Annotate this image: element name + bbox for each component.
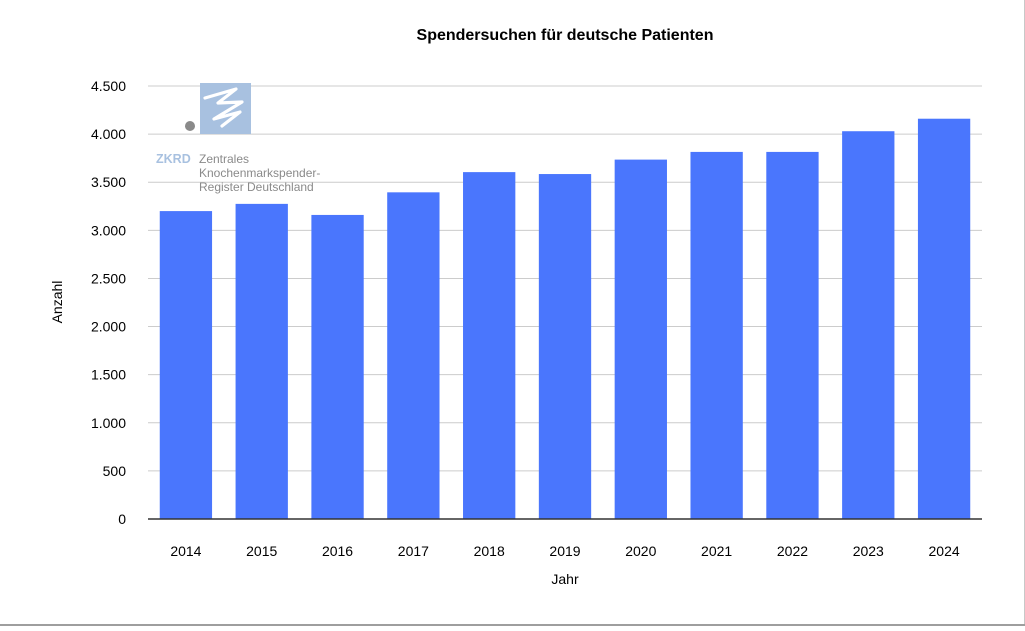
bar — [690, 151, 743, 519]
x-tick-label: 2021 — [701, 543, 732, 559]
y-tick-labels: 0 500 1.000 1.500 2.000 2.500 3.000 3.500 4.000 4… — [91, 78, 126, 527]
logo-line-2: Knochenmarkspender- — [199, 166, 320, 180]
y-tick-label: 1.500 — [91, 367, 126, 383]
bar — [159, 211, 213, 520]
x-tick-label: 2018 — [474, 543, 505, 559]
bar — [538, 174, 592, 519]
y-tick-label: 3.000 — [91, 222, 126, 238]
x-axis-label: Jahr — [551, 571, 579, 587]
x-tick-label: 2022 — [777, 543, 808, 559]
bar — [235, 203, 288, 519]
logo-swirl-icon — [203, 87, 244, 128]
logo-dot-icon — [185, 121, 195, 131]
logo-abbr: ZKRD — [156, 152, 191, 166]
chart-title: Spendersuchen für deutsche Patienten — [417, 27, 714, 44]
bar — [917, 118, 971, 520]
y-tick-label: 3.500 — [91, 174, 126, 190]
x-tick-label: 2020 — [625, 543, 656, 559]
bar — [614, 159, 667, 520]
logo-line-1: Zentrales — [199, 152, 249, 166]
bars — [159, 118, 971, 520]
y-tick-label: 0 — [118, 511, 126, 527]
y-tick-label: 4.500 — [91, 78, 126, 94]
logo-line-3: Register Deutschland — [199, 180, 314, 194]
y-tick-label: 500 — [103, 463, 127, 479]
x-tick-label: 2024 — [929, 543, 960, 559]
frame-bottom-edge — [0, 624, 1025, 626]
y-tick-label: 1.000 — [91, 415, 126, 431]
x-tick-label: 2017 — [398, 543, 429, 559]
bar — [766, 151, 819, 519]
x-tick-labels: 2014 2015 2016 2017 2018 2019 2020 2021 2022 2023… — [170, 543, 960, 559]
x-tick-label: 2019 — [549, 543, 580, 559]
zkrd-logo: ZKRD Zentrales Knochenmarkspender- Regis… — [156, 83, 320, 194]
x-tick-label: 2014 — [170, 543, 201, 559]
x-tick-label: 2015 — [246, 543, 277, 559]
bar — [842, 131, 895, 520]
bar — [311, 214, 364, 519]
x-tick-label: 2023 — [853, 543, 884, 559]
y-axis-label: Anzahl — [49, 281, 65, 324]
y-tick-label: 2.000 — [91, 319, 126, 335]
y-tick-label: 2.500 — [91, 270, 126, 286]
y-tick-label: 4.000 — [91, 126, 126, 142]
bar — [387, 192, 440, 519]
x-tick-label: 2016 — [322, 543, 353, 559]
bar — [463, 172, 516, 519]
